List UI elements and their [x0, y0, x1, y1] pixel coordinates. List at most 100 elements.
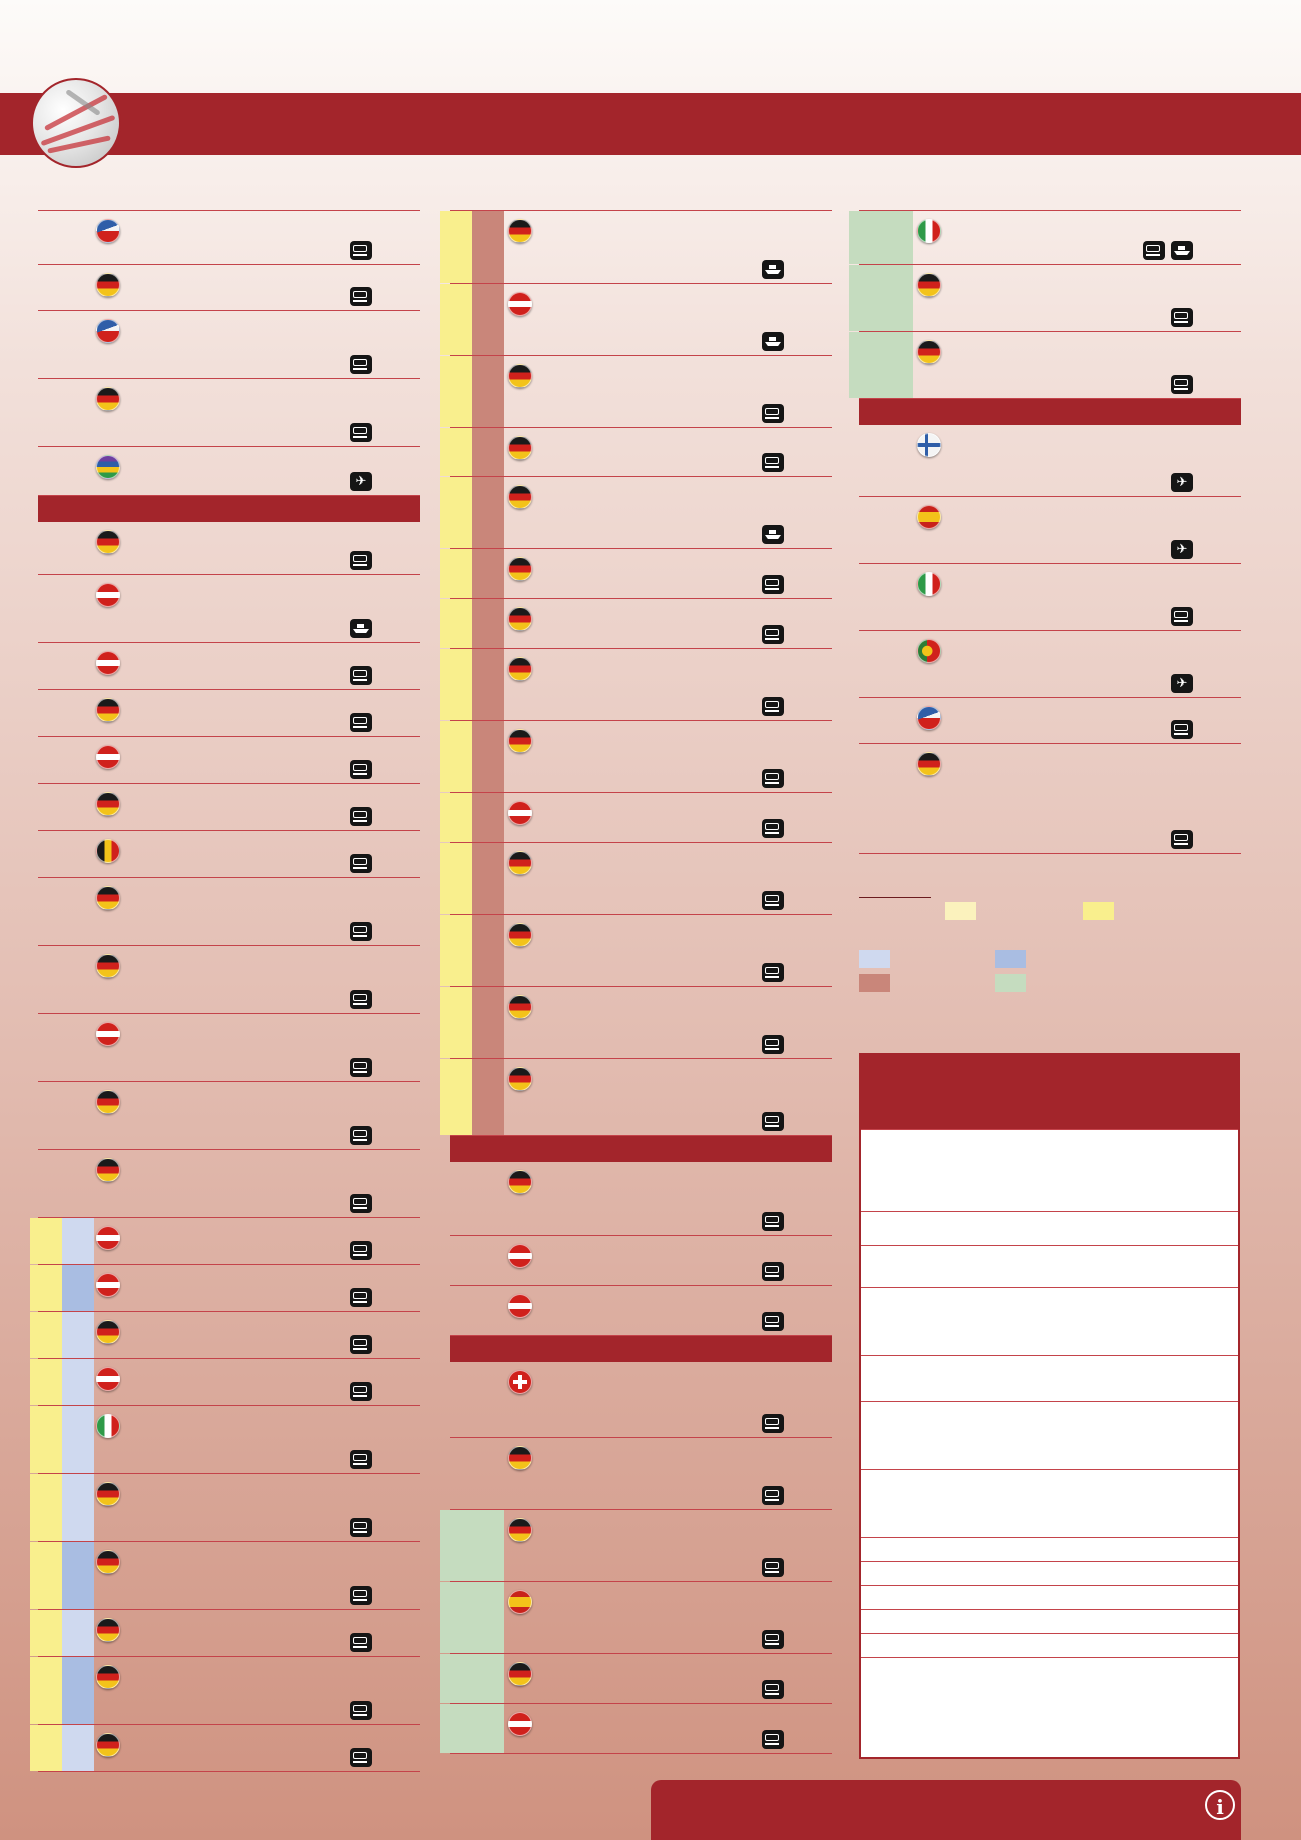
austria-flag: [508, 1294, 532, 1318]
listing-row: [38, 1014, 420, 1082]
listing-row: [859, 744, 1241, 854]
switzerland-flag: [508, 1370, 532, 1394]
bus-icon: [350, 1241, 372, 1260]
category-band: [440, 211, 472, 283]
germany-flag: [96, 1090, 120, 1114]
bus-icon: [762, 819, 784, 838]
category-band: [62, 1406, 94, 1473]
bus-icon: [762, 1558, 784, 1577]
listing-row: [38, 690, 420, 737]
germany-flag: [96, 530, 120, 554]
category-band: [62, 1359, 94, 1405]
listing-row: [30, 1265, 420, 1312]
listing-row: [440, 356, 832, 428]
listing-row: [440, 1059, 832, 1136]
bus-icon: [350, 1586, 372, 1605]
listing-row: [440, 284, 832, 356]
listing-row: [440, 915, 832, 987]
category-band: [62, 1725, 94, 1771]
bus-icon: [350, 760, 372, 779]
bus-icon: [762, 575, 784, 594]
listing-row: [450, 1362, 832, 1438]
belgium-flag: [96, 839, 120, 863]
italy-flag: [917, 219, 941, 243]
listing-row: [30, 1542, 420, 1610]
listing-row: [38, 946, 420, 1014]
bus-icon: [762, 1262, 784, 1281]
listing-row: [440, 428, 832, 477]
austria-flag: [96, 745, 120, 769]
listing-row: [849, 332, 1241, 399]
category-band: [472, 793, 504, 842]
listing-row: [450, 1438, 832, 1510]
germany-flag: [96, 954, 120, 978]
listing-row: [450, 1236, 832, 1286]
category-band: [472, 721, 504, 792]
listing-row: [38, 575, 420, 643]
bus-icon: [350, 355, 372, 374]
bus-icon: [762, 769, 784, 788]
category-band: [472, 915, 504, 986]
germany-flag: [508, 485, 532, 509]
listing-row: ✈: [859, 631, 1241, 698]
spain-flag: [917, 505, 941, 529]
info-table-row-divider: [861, 1609, 1238, 1610]
category-band: [440, 1654, 504, 1703]
bus-icon: [350, 423, 372, 442]
category-band: [30, 1474, 62, 1541]
info-icon[interactable]: i: [1205, 1790, 1235, 1820]
bus-icon: [1143, 241, 1165, 260]
info-table-row-divider: [861, 1633, 1238, 1634]
listing-row: [30, 1359, 420, 1406]
info-table-row-divider: [861, 1537, 1238, 1538]
portugal-flag: [917, 639, 941, 663]
listing-row: [440, 210, 832, 284]
germany-flag: [96, 1158, 120, 1182]
bus-icon: [762, 963, 784, 982]
category-band: [472, 987, 504, 1058]
bus-icon: [762, 453, 784, 472]
austria-flag: [96, 1273, 120, 1297]
category-band: [849, 332, 913, 398]
listing-row: [38, 784, 420, 831]
category-band: [30, 1359, 62, 1405]
legend-swatch: [995, 974, 1026, 992]
listing-row: ✈: [859, 497, 1241, 564]
info-table-row-divider: [861, 1657, 1238, 1658]
bus-icon: [762, 1730, 784, 1749]
bus-icon: [1171, 607, 1193, 626]
category-band: [472, 477, 504, 548]
italy-flag: [96, 1414, 120, 1438]
listing-row: [440, 987, 832, 1059]
germany-flag: [96, 886, 120, 910]
austria-flag: [96, 1226, 120, 1250]
category-band: [30, 1406, 62, 1473]
germany-flag: [917, 273, 941, 297]
bus-icon: [762, 404, 784, 423]
category-band: [30, 1610, 62, 1656]
austria-flag: [508, 801, 532, 825]
listing-row: [440, 549, 832, 599]
ship-icon: [1171, 241, 1193, 260]
listing-row: [30, 1610, 420, 1657]
category-band: [440, 284, 472, 355]
bus-icon: [350, 854, 372, 873]
czech-flag: [96, 319, 120, 343]
germany-flag: [508, 1446, 532, 1470]
listing-row: [440, 477, 832, 549]
germany-flag: [96, 1320, 120, 1344]
bus-icon: [350, 713, 372, 732]
austria-flag: [96, 1022, 120, 1046]
listing-row: [38, 265, 420, 311]
austria-flag: [508, 292, 532, 316]
germany-flag: [96, 387, 120, 411]
bus-icon: [762, 891, 784, 910]
bus-icon: [350, 551, 372, 570]
germany-flag: [96, 1733, 120, 1757]
section-header-bar: [450, 1336, 832, 1362]
category-band: [440, 1704, 504, 1753]
ship-icon: [762, 332, 784, 351]
bus-icon: [1171, 830, 1193, 849]
plane-icon: ✈: [1171, 674, 1193, 693]
listing-row: [849, 265, 1241, 332]
